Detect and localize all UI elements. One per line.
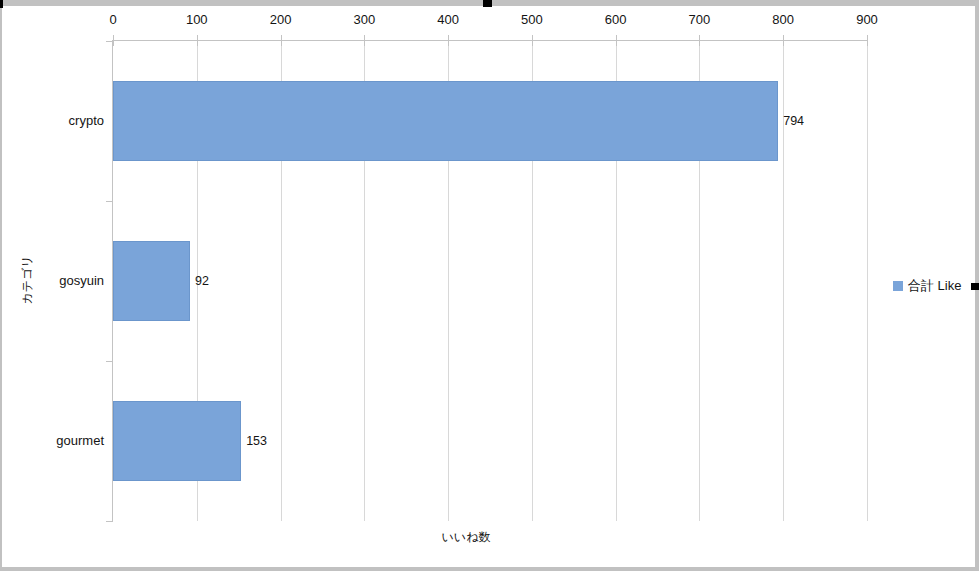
value-axis-tick [699, 35, 700, 46]
value-axis-tick-label: 600 [605, 13, 627, 27]
value-axis-tick [532, 35, 533, 46]
value-axis-tick [448, 35, 449, 46]
value-axis-tick-label: 500 [521, 13, 543, 27]
category-axis-tick [106, 201, 113, 202]
category-label: gosyuin [0, 200, 104, 360]
category-axis-tick [106, 361, 113, 362]
grid-line [867, 41, 868, 521]
category-axis-tick [106, 41, 113, 42]
value-axis-tick [113, 35, 114, 46]
plot-area[interactable]: 010020030040050060070080090079492153 [112, 40, 867, 521]
value-axis-tick-label: 700 [689, 13, 711, 27]
value-axis-tick-label: 200 [270, 13, 292, 27]
value-axis-tick [867, 35, 868, 46]
x-axis-title: いいね数 [112, 529, 820, 546]
legend-label: 合計 Like [908, 277, 961, 295]
category-axis-tick [106, 521, 113, 522]
value-axis-tick-label: 0 [109, 13, 116, 27]
value-axis-tick-label: 100 [186, 13, 208, 27]
value-axis-tick [197, 35, 198, 46]
selection-handle-right-middle[interactable] [971, 283, 979, 290]
value-axis-tick-label: 800 [772, 13, 794, 27]
bar[interactable] [113, 401, 241, 481]
value-axis-tick [364, 35, 365, 46]
legend-swatch-icon [893, 281, 903, 291]
value-axis-tick-label: 300 [353, 13, 375, 27]
bar[interactable] [113, 81, 778, 161]
data-label: 153 [246, 434, 267, 448]
category-label: gourmet [0, 360, 104, 520]
data-label: 92 [195, 274, 209, 288]
value-axis-tick [281, 35, 282, 46]
grid-line [783, 41, 784, 521]
y-axis-title: カテゴリ [19, 255, 36, 304]
category-label: crypto [0, 40, 104, 200]
legend[interactable]: 合計 Like [893, 277, 961, 295]
value-axis-tick-label: 400 [437, 13, 459, 27]
chart-frame-bottom [0, 567, 979, 571]
value-axis-tick-label: 900 [856, 13, 878, 27]
value-axis-tick [783, 35, 784, 46]
selection-handle-top-left[interactable] [0, 0, 3, 8]
value-axis-tick [616, 35, 617, 46]
data-label: 794 [783, 114, 804, 128]
category-axis-labels: cryptogosyuingourmet [0, 40, 104, 520]
selection-handle-top-center[interactable] [483, 0, 492, 7]
bar[interactable] [113, 241, 190, 321]
